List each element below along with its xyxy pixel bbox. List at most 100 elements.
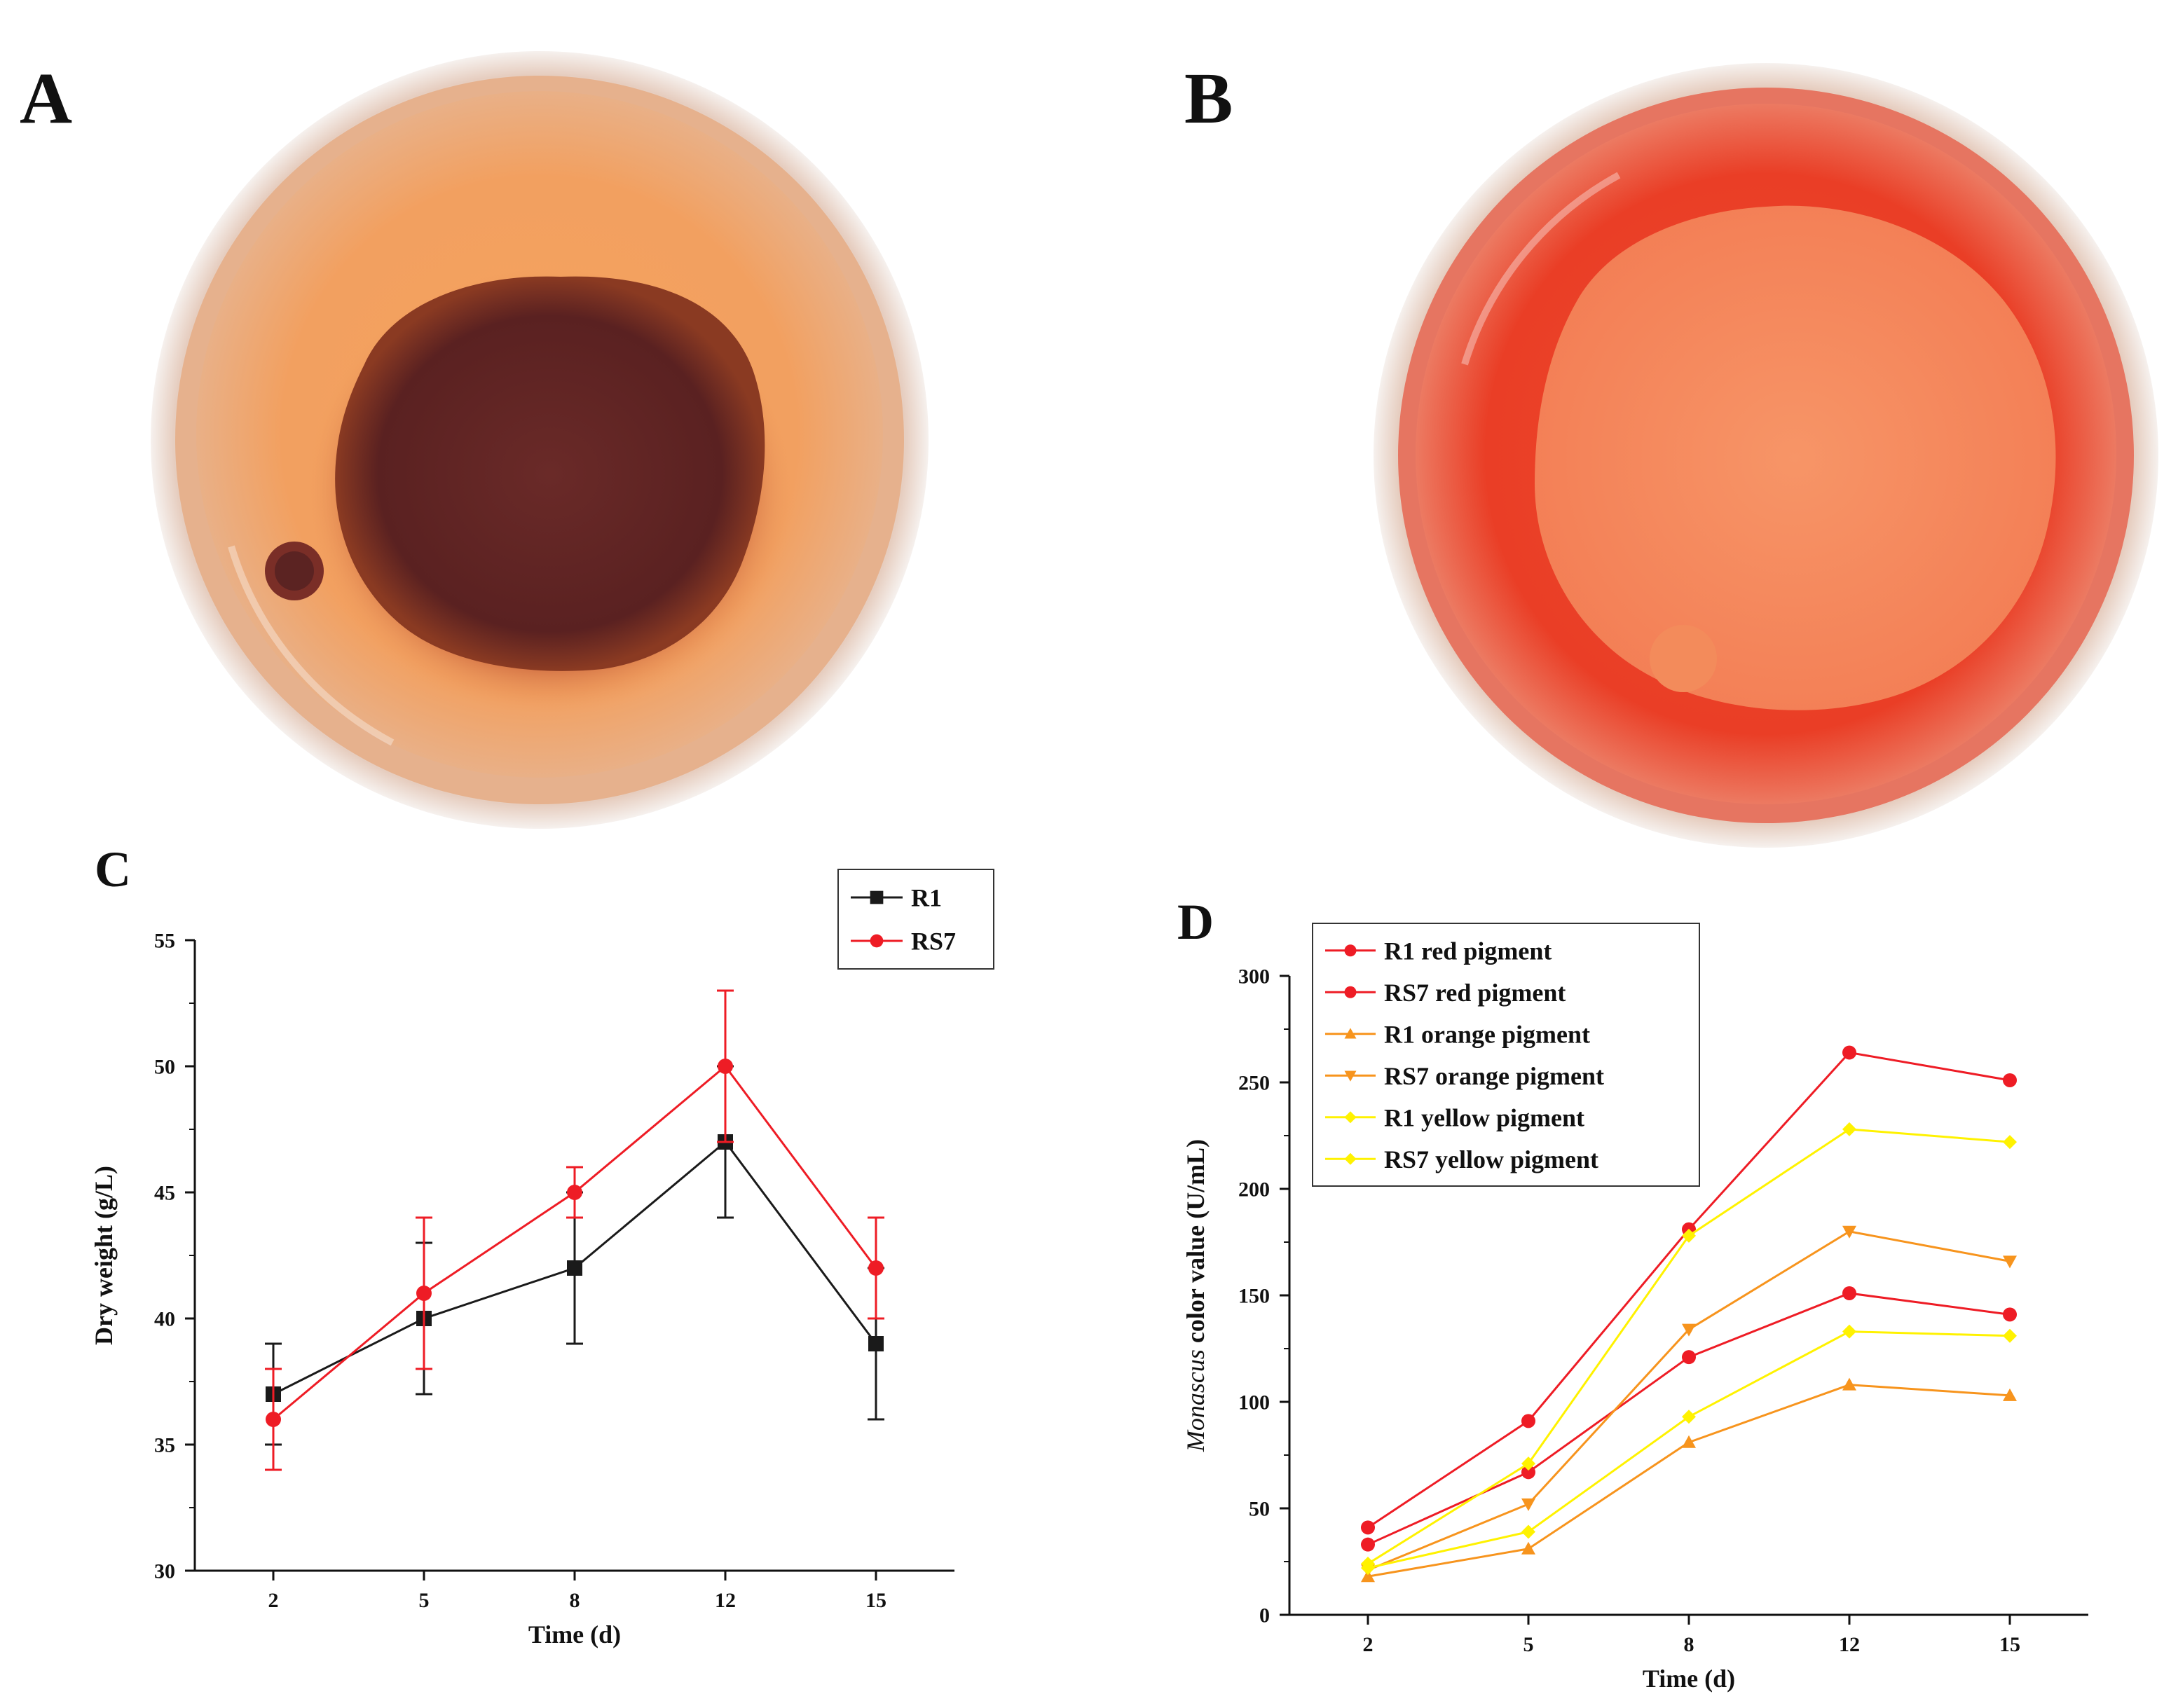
panel-letter-b: B (1184, 58, 1233, 139)
x-tick-label: 2 (1363, 1633, 1374, 1656)
data-point (1842, 1225, 1856, 1239)
data-point (266, 1412, 281, 1427)
y-tick-label: 250 (1238, 1072, 1270, 1095)
data-point (1842, 1286, 1856, 1300)
data-point (1521, 1465, 1535, 1480)
legend-swatch-marker (1344, 986, 1357, 998)
data-point (2003, 1073, 2017, 1087)
y-tick-label: 45 (154, 1182, 175, 1205)
legend: R1 RS7 (837, 869, 994, 970)
y-tick-label: 50 (1249, 1498, 1270, 1521)
y-tick-label: 55 (154, 930, 175, 953)
data-point (1682, 1410, 1696, 1424)
x-tick-label: 5 (419, 1589, 430, 1612)
y-tick-label: 300 (1238, 965, 1270, 989)
y-tick-label: 150 (1238, 1285, 1270, 1308)
y-axis-title-italic: Monascus (1182, 1349, 1210, 1452)
legend-swatch-marker (1344, 1070, 1357, 1082)
x-axis-title: Time (d) (528, 1620, 621, 1648)
y-tick-label: 0 (1259, 1604, 1270, 1627)
data-point (1842, 1122, 1856, 1136)
data-point (718, 1059, 733, 1074)
y-tick-label: 30 (154, 1560, 175, 1583)
legend-label: R1 (911, 884, 942, 912)
data-point (567, 1260, 582, 1276)
y-tick-label: 40 (154, 1308, 175, 1331)
series-r1-orange-pigment (1361, 1377, 2017, 1583)
data-point (1521, 1498, 1535, 1511)
y-axis-title: Dry weight (g/L) (90, 1166, 118, 1345)
legend-swatch-marker (1344, 1111, 1357, 1124)
data-point (1682, 1323, 1696, 1337)
data-point (1361, 1537, 1375, 1552)
data-point (1521, 1414, 1535, 1428)
data-point (2003, 1328, 2017, 1343)
data-point (868, 1260, 884, 1276)
x-tick-label: 8 (570, 1589, 580, 1612)
y-axis-title-rest: color value (U/mL) (1182, 1139, 1210, 1349)
data-point (868, 1336, 884, 1351)
panel-a: A (20, 0, 946, 834)
legend-label: R1 red pigment (1384, 937, 1552, 965)
panel-d: D 0 50 100 150 200 250 300 2 5 8 12 15 Time (d) Monas… (1177, 894, 2088, 1693)
legend-label: R1 yellow pigment (1384, 1103, 1584, 1131)
photo-petri-dish-a (151, 0, 946, 834)
data-point (1682, 1435, 1696, 1448)
legend-swatch-marker (870, 934, 884, 948)
legend-box (1312, 923, 1700, 1187)
y-tick-label: 200 (1238, 1178, 1270, 1201)
chart-c: 30 35 40 45 50 55 2 5 8 12 15 Time (d) Dry weight (g… (90, 869, 994, 1648)
panel-b: B (1184, 58, 2158, 848)
data-point (1521, 1456, 1535, 1471)
x-axis-title: Time (d) (1643, 1665, 1735, 1693)
legend-swatch-marker (1344, 1152, 1357, 1165)
x-tick-label: 8 (1684, 1633, 1694, 1656)
series-rs7-yellow-pigment (1361, 1324, 2017, 1576)
data-point (2003, 1388, 2017, 1401)
legend-label: R1 orange pigment (1384, 1020, 1590, 1048)
series-rs7-orange-pigment (1361, 1225, 2017, 1578)
legend: R1 red pigment RS7 red pigment R1 orange p… (1312, 923, 1700, 1187)
data-point (1361, 1520, 1375, 1535)
x-tick-label: 2 (268, 1589, 279, 1612)
series-rs7 (265, 989, 884, 1471)
panel-c: C 30 35 40 45 50 55 2 5 8 12 15 Time (d) Dry weight … (90, 841, 994, 1648)
legend-label: RS7 red pigment (1384, 979, 1566, 1007)
x-tick-label: 12 (715, 1589, 736, 1612)
x-tick-label: 5 (1523, 1633, 1534, 1656)
data-point (1521, 1541, 1535, 1555)
data-point (416, 1286, 432, 1301)
data-point (1842, 1377, 1856, 1391)
data-point (1682, 1228, 1696, 1243)
x-tick-label: 12 (1839, 1633, 1860, 1656)
x-tick-label: 15 (1999, 1633, 2020, 1656)
legend-label: RS7 orange pigment (1384, 1062, 1604, 1090)
series-line (1367, 1330, 2011, 1569)
chart-d: 0 50 100 150 200 250 300 2 5 8 12 15 Time (d) Monascu… (1182, 923, 2088, 1693)
photo-petri-dish-b (1374, 63, 2158, 848)
legend-swatch-marker (1344, 1028, 1357, 1039)
series-line (1367, 1128, 2011, 1565)
y-tick-label: 35 (154, 1434, 175, 1457)
legend-label: RS7 yellow pigment (1384, 1145, 1598, 1173)
panel-letter-c: C (95, 841, 131, 897)
data-point (2003, 1255, 2017, 1269)
legend-box (837, 869, 994, 970)
y-tick-label: 100 (1238, 1391, 1270, 1414)
y-tick-label: 50 (154, 1056, 175, 1079)
series-r1 (265, 1065, 884, 1446)
x-tick-label: 15 (865, 1589, 886, 1612)
panel-letter-a: A (20, 58, 72, 139)
data-point (2003, 1307, 2017, 1322)
data-point (1842, 1045, 1856, 1060)
legend-swatch-marker (1344, 944, 1357, 957)
data-point (2003, 1135, 2017, 1150)
legend-swatch-marker (870, 890, 884, 904)
data-point (1521, 1524, 1535, 1539)
data-point (567, 1185, 582, 1200)
series-line (1367, 1230, 2011, 1571)
legend-label: RS7 (911, 928, 956, 956)
panel-letter-d: D (1177, 894, 1214, 950)
data-point (1842, 1324, 1856, 1339)
